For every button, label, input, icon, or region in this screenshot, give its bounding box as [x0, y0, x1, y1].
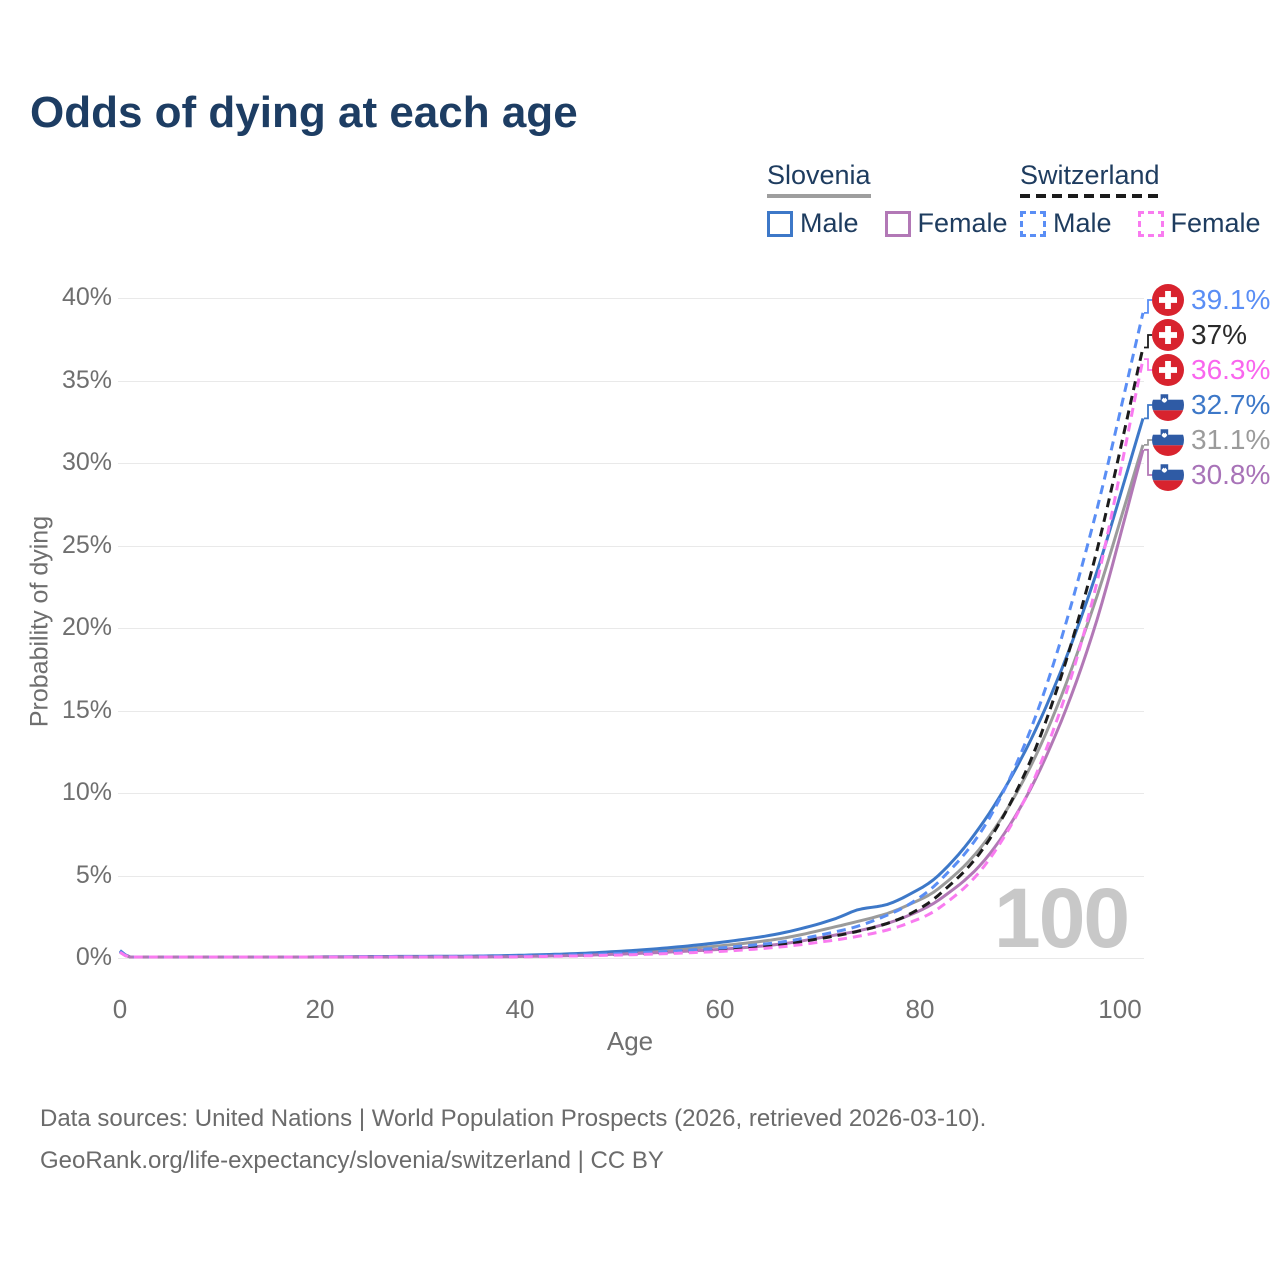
x-tick-label-100: 100: [1098, 994, 1142, 1024]
x-axis-title: Age: [606, 1026, 654, 1056]
y-tick-label-15: 15%: [61, 695, 112, 724]
legend-label-slovenia-male: Male: [800, 208, 859, 238]
gridline-30pct: [118, 463, 1144, 464]
footer-data-sources: Data sources: United Nations | World Pop…: [40, 1105, 987, 1132]
x-tick-label-80: 80: [905, 994, 935, 1024]
series-line-slovenia-both: [119, 444, 1145, 959]
series-line-switzerland-female: [119, 358, 1145, 959]
end-label-value: 30.8%: [1191, 459, 1271, 490]
end-label-connector-slovenia-male: [1144, 404, 1152, 420]
legend-switzerland-name: Switzerland: [1020, 160, 1160, 190]
y-tick-label-5: 5%: [75, 860, 112, 889]
gridline-10pct: [118, 793, 1144, 794]
legend-item-switzerland-female[interactable]: Female: [1137, 208, 1261, 239]
legend-group-switzerland: Switzerland Male Female: [1020, 160, 1261, 239]
gridline-20pct: [118, 628, 1144, 629]
footer-attribution: GeoRank.org/life-expectancy/slovenia/swi…: [40, 1147, 664, 1174]
gridline-35pct: [118, 380, 1144, 382]
end-label-connector-switzerland-female: [1144, 358, 1152, 371]
series-line-switzerland-male: [119, 312, 1145, 959]
legend-item-slovenia-male[interactable]: Male: [767, 208, 859, 239]
end-label-value: 39.1%: [1191, 284, 1271, 315]
end-label-slovenia-female: 30.8%: [1152, 458, 1270, 492]
gridline-5pct: [118, 875, 1144, 877]
flag-icon-slovenia: [1152, 424, 1184, 456]
x-tick-label-60: 60: [705, 994, 735, 1024]
slovenia-male-swatch-icon: [767, 210, 793, 237]
x-tick-label-20: 20: [305, 994, 335, 1024]
flag-icon-switzerland: [1152, 354, 1184, 386]
chart-title: Odds of dying at each age: [30, 88, 578, 137]
flag-icon-slovenia: [1152, 389, 1184, 421]
y-tick-label-0: 0%: [75, 943, 112, 971]
flag-icon-slovenia: [1152, 459, 1184, 491]
legend-item-slovenia-female[interactable]: Female: [884, 208, 1008, 239]
legend-label-slovenia-female: Female: [917, 208, 1008, 238]
series-line-switzerland-both: [119, 347, 1145, 959]
end-label-switzerland-both: 37%: [1152, 318, 1247, 352]
flag-icon-switzerland: [1152, 319, 1184, 351]
y-tick-label-10: 10%: [61, 778, 112, 806]
legend-group-slovenia: Slovenia Male Female: [767, 160, 1008, 239]
legend-slovenia-line-swatch: [767, 194, 871, 198]
end-label-connector-switzerland-male: [1144, 299, 1152, 314]
end-label-value: 32.7%: [1191, 389, 1271, 420]
end-label-value: 36.3%: [1191, 354, 1271, 385]
gridline-40pct: [118, 298, 1144, 299]
end-label-connector-switzerland-both: [1144, 334, 1152, 349]
slovenia-female-swatch-icon: [884, 210, 911, 237]
switzerland-male-swatch-icon: [1020, 210, 1046, 237]
legend-slovenia-name: Slovenia: [767, 160, 871, 190]
end-label-connector-slovenia-both: [1144, 439, 1152, 446]
end-label-slovenia-both: 31.1%: [1152, 423, 1270, 457]
x-tick-label-0: 0: [112, 994, 128, 1024]
y-tick-label-30: 30%: [61, 448, 112, 476]
age-watermark: 100: [994, 871, 1130, 965]
gridline-15pct: [118, 710, 1144, 712]
legend-item-switzerland-male[interactable]: Male: [1020, 208, 1112, 239]
end-label-connector-slovenia-female: [1144, 448, 1152, 476]
switzerland-female-swatch-icon: [1137, 210, 1164, 237]
legend-switzerland-header: Switzerland: [1020, 160, 1160, 198]
legend-label-switzerland-male: Male: [1053, 208, 1112, 238]
y-tick-label-35: 35%: [61, 365, 112, 394]
legend-switzerland-line-swatch: [1020, 194, 1160, 198]
x-tick-label-40: 40: [505, 994, 535, 1024]
end-label-value: 37%: [1191, 319, 1248, 350]
series-line-slovenia-female: [119, 449, 1145, 959]
end-label-switzerland-male: 39.1%: [1152, 283, 1270, 317]
end-label-value: 31.1%: [1191, 424, 1271, 455]
y-tick-label-40: 40%: [61, 283, 112, 311]
gridline-0pct: [118, 958, 1144, 959]
y-tick-label-20: 20%: [61, 613, 112, 641]
legend-label-switzerland-female: Female: [1170, 208, 1261, 238]
legend-slovenia-header: Slovenia: [767, 160, 871, 198]
y-tick-label-25: 25%: [61, 530, 112, 559]
end-label-slovenia-male: 32.7%: [1152, 388, 1270, 422]
gridline-25pct: [118, 545, 1144, 547]
end-label-switzerland-female: 36.3%: [1152, 353, 1270, 387]
series-line-slovenia-male: [119, 417, 1145, 959]
flag-icon-switzerland: [1152, 284, 1184, 316]
